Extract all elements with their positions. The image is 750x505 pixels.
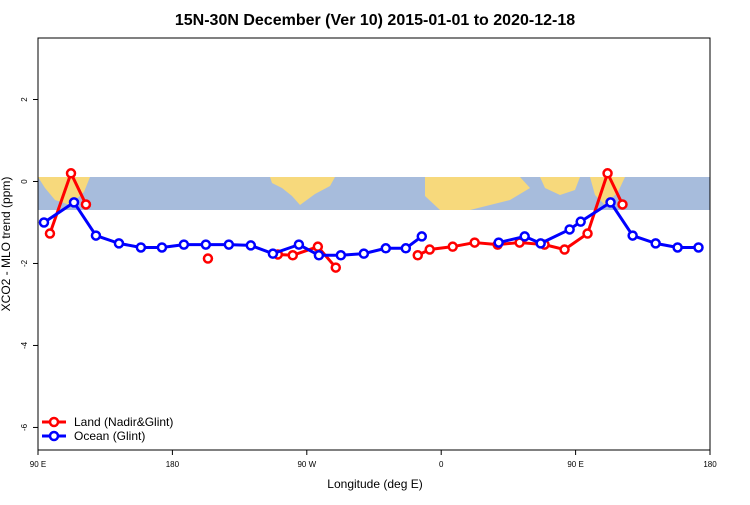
data-point — [424, 244, 435, 255]
legend-label: Ocean (Glint) — [74, 429, 145, 443]
data-point — [330, 262, 342, 273]
x-tick-label: 90 W — [297, 460, 316, 469]
data-point — [65, 168, 77, 179]
data-point — [535, 238, 546, 249]
data-point — [412, 250, 424, 261]
data-point — [223, 239, 235, 250]
data-point — [559, 244, 570, 255]
legend-marker — [48, 430, 60, 442]
x-axis-label: Longitude (deg E) — [327, 477, 422, 491]
x-tick-label: 180 — [166, 460, 180, 469]
x-tick-label: 90 E — [567, 460, 583, 469]
data-point — [200, 239, 212, 250]
legend-label: Land (Nadir&Glint) — [74, 415, 173, 429]
data-point — [68, 197, 80, 208]
data-point — [672, 242, 683, 253]
data-point — [335, 250, 347, 261]
data-point — [358, 248, 370, 259]
data-point — [469, 237, 480, 248]
legend-marker — [48, 416, 60, 428]
data-point — [447, 241, 458, 252]
data-point — [38, 217, 50, 228]
data-point — [693, 242, 704, 253]
data-point — [135, 242, 147, 253]
data-point — [90, 230, 102, 241]
y-axis-label: XCO2 - MLO trend (ppm) — [0, 177, 13, 312]
data-point — [602, 168, 613, 179]
data-point — [80, 199, 92, 210]
data-point — [650, 238, 661, 249]
data-point — [245, 240, 257, 251]
data-point — [44, 228, 56, 239]
x-tick-label: 90 E — [30, 460, 46, 469]
data-point — [564, 224, 575, 235]
map-band — [38, 177, 710, 210]
data-point — [267, 248, 279, 259]
data-point — [113, 238, 125, 249]
data-point — [519, 231, 530, 242]
data-point — [313, 250, 325, 261]
data-point — [617, 199, 628, 210]
y-tick-label: -2 — [20, 259, 29, 267]
data-point — [202, 253, 214, 264]
y-tick-label: -4 — [20, 341, 29, 349]
y-tick-label: 0 — [20, 179, 29, 184]
data-point — [400, 243, 412, 254]
data-point — [156, 242, 168, 253]
chart-title: 15N-30N December (Ver 10) 2015-01-01 to … — [175, 12, 575, 29]
data-point — [605, 197, 616, 208]
data-point — [575, 216, 586, 227]
y-tick-label: 2 — [20, 97, 29, 102]
data-point — [178, 239, 190, 250]
y-tick-label: -6 — [20, 423, 29, 431]
data-point — [312, 241, 324, 252]
data-point — [582, 228, 593, 239]
data-point — [627, 230, 638, 241]
data-point — [380, 243, 392, 254]
x-tick-label: 180 — [703, 460, 717, 469]
plot-frame — [37, 37, 711, 451]
data-point — [416, 231, 428, 242]
data-point — [287, 250, 299, 261]
data-point — [493, 237, 504, 248]
x-tick-label: 0 — [439, 460, 444, 469]
data-point — [293, 239, 305, 250]
